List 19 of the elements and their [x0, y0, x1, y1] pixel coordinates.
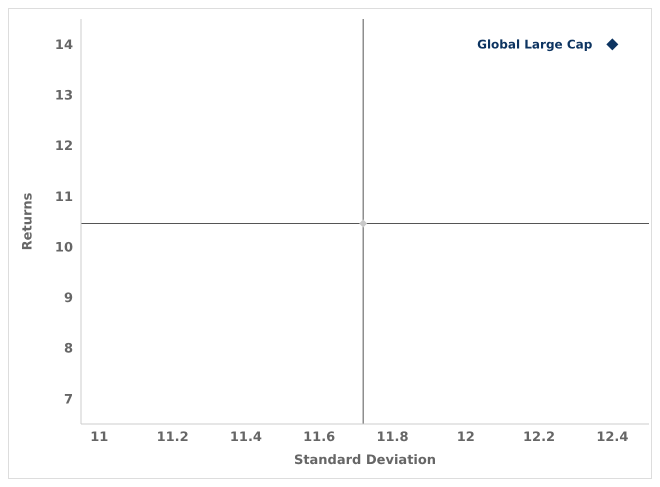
y-tick-label: 7 — [64, 392, 73, 408]
x-tick-label: 12.2 — [523, 430, 556, 446]
y-tick-label: 11 — [54, 190, 73, 205]
x-tick-label: 11 — [90, 430, 108, 446]
series-label: Global Large Cap — [477, 37, 593, 52]
x-axis-title: Standard Deviation — [294, 453, 436, 468]
y-tick-label: 13 — [54, 88, 73, 104]
x-tick-label: 12.4 — [596, 430, 628, 446]
x-tick-label: 11.8 — [376, 430, 409, 446]
y-tick-label: 10 — [54, 240, 73, 256]
y-axis-title: Returns — [20, 192, 36, 250]
x-tick-label: 11.6 — [303, 430, 336, 446]
x-tick-label: 11.2 — [156, 430, 189, 446]
y-tick-label: 12 — [54, 139, 73, 154]
y-tick-label: 9 — [64, 291, 73, 306]
y-tick-label: 8 — [64, 342, 73, 357]
y-tick-label: 14 — [54, 38, 73, 53]
x-tick-label: 11.4 — [230, 430, 262, 446]
x-tick-label: 12 — [456, 430, 475, 446]
